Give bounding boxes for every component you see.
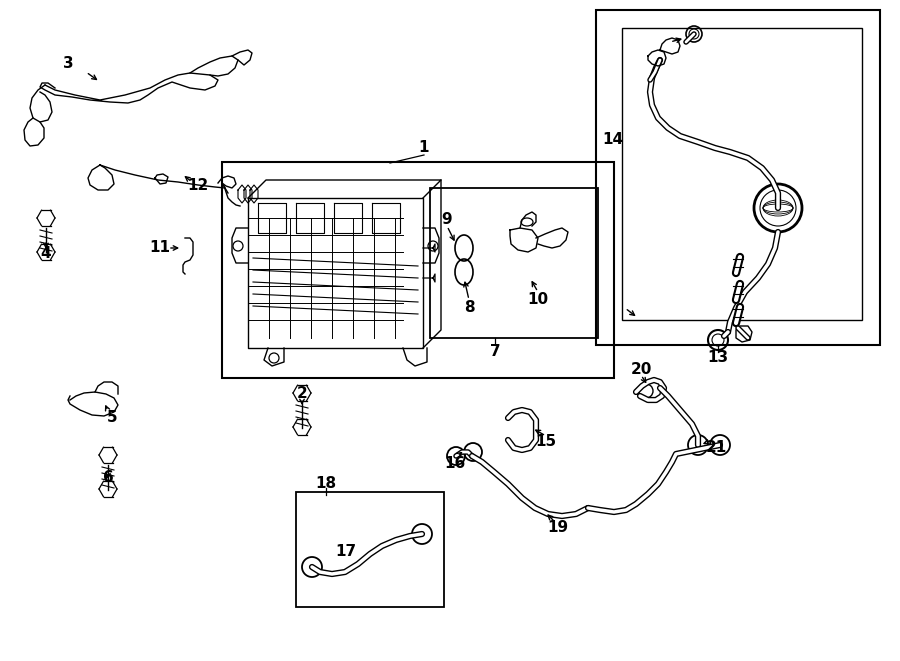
Text: 18: 18 — [315, 475, 337, 490]
Text: 21: 21 — [706, 440, 726, 455]
Text: 1: 1 — [418, 141, 429, 155]
Text: 7: 7 — [490, 344, 500, 360]
Text: 8: 8 — [464, 299, 474, 315]
Text: 17: 17 — [336, 543, 356, 559]
Bar — [430, 188, 598, 338]
Text: 4: 4 — [40, 247, 51, 262]
Bar — [622, 28, 862, 320]
Bar — [596, 10, 880, 345]
Text: 20: 20 — [630, 362, 652, 377]
Bar — [296, 492, 444, 607]
Text: 11: 11 — [149, 241, 170, 256]
Text: 2: 2 — [297, 385, 308, 401]
Text: 13: 13 — [707, 350, 729, 366]
Text: 10: 10 — [527, 293, 549, 307]
Text: 9: 9 — [442, 212, 453, 227]
Text: 16: 16 — [445, 455, 465, 471]
Text: 6: 6 — [103, 471, 113, 485]
Text: 12: 12 — [187, 178, 209, 194]
Text: 14: 14 — [602, 132, 624, 147]
Text: 5: 5 — [107, 410, 117, 426]
Text: 15: 15 — [536, 434, 556, 449]
Bar — [222, 162, 614, 378]
Text: 3: 3 — [63, 56, 73, 71]
Text: 19: 19 — [547, 520, 569, 535]
